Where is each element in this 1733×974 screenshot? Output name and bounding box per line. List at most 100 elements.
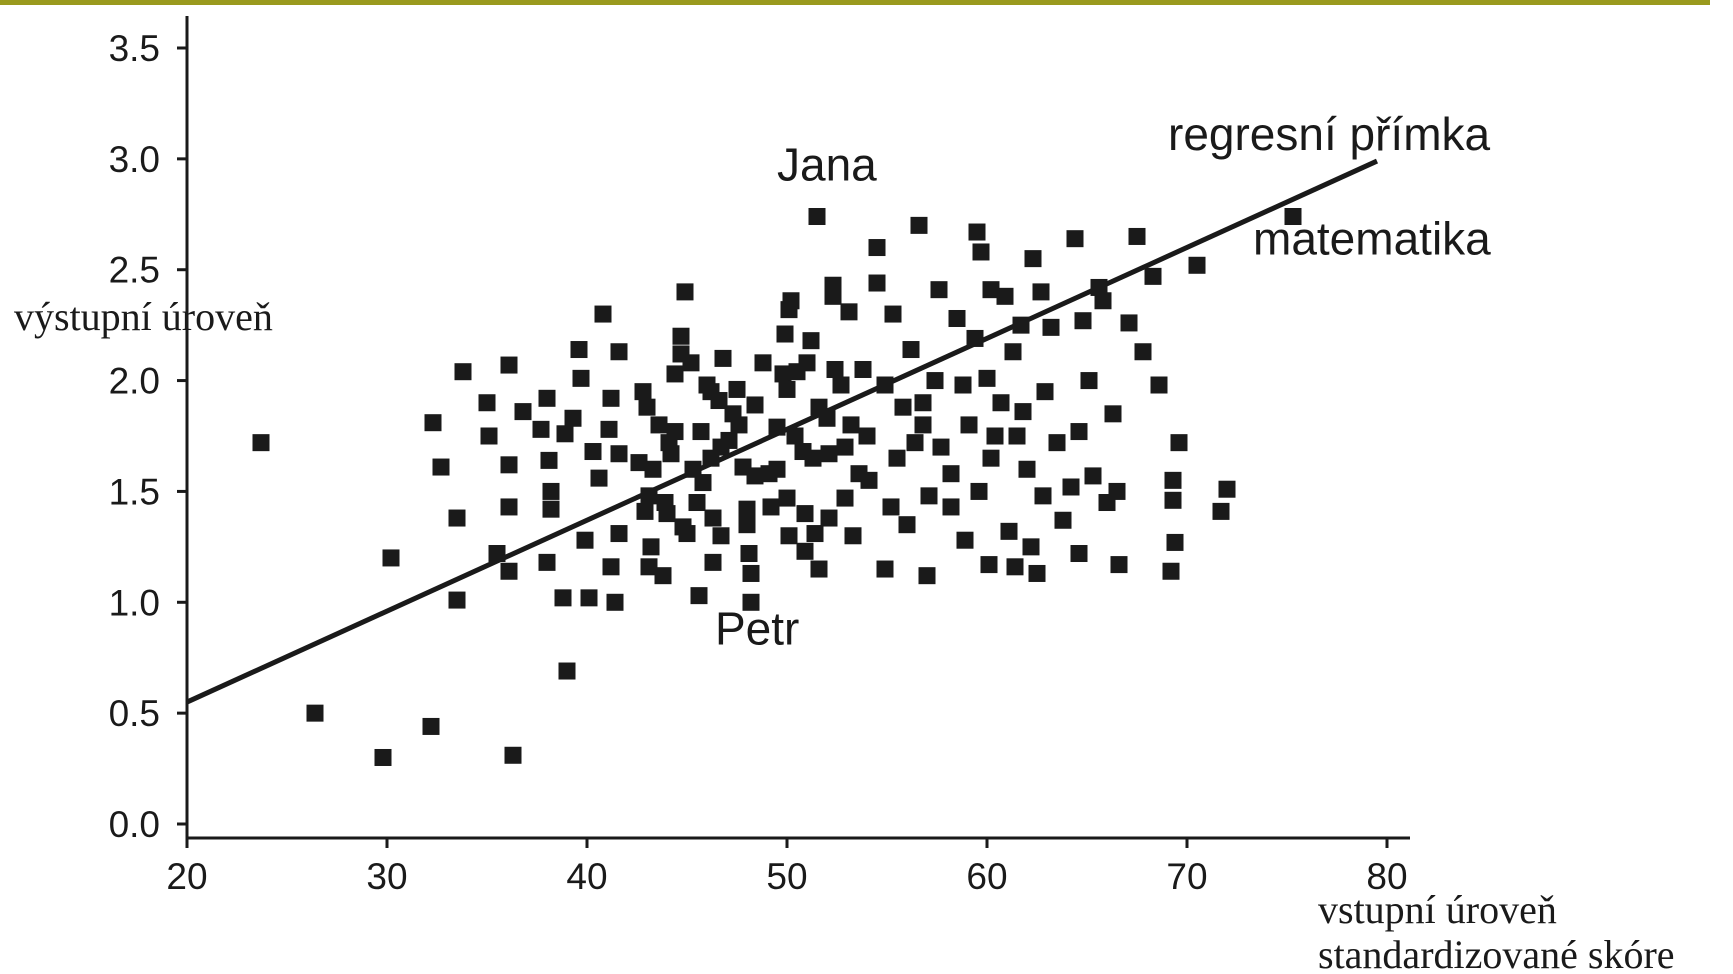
data-point bbox=[806, 525, 824, 543]
x-tick-label: 60 bbox=[966, 856, 1007, 897]
data-point bbox=[948, 309, 966, 327]
data-point bbox=[424, 414, 442, 432]
data-point bbox=[1170, 434, 1188, 452]
data-point bbox=[754, 354, 772, 372]
data-point bbox=[684, 460, 702, 478]
data-point bbox=[746, 396, 764, 414]
data-point bbox=[1000, 522, 1018, 540]
y-ticks: 0.0 0.5 1.0 1.5 2.0 2.5 3.0 3.5 bbox=[109, 28, 187, 845]
x-tick-label: 30 bbox=[366, 856, 407, 897]
data-point bbox=[844, 527, 862, 545]
annotation-matematika: matematika bbox=[1253, 213, 1491, 265]
data-point bbox=[968, 223, 986, 241]
data-point bbox=[868, 274, 886, 292]
data-point bbox=[820, 509, 838, 527]
data-point bbox=[606, 593, 624, 611]
data-point bbox=[488, 545, 506, 563]
data-point bbox=[1218, 480, 1236, 498]
data-point bbox=[1188, 256, 1206, 274]
y-tick-label: 0.5 bbox=[109, 693, 160, 734]
y-tick-label: 2.5 bbox=[109, 250, 160, 291]
data-point bbox=[914, 394, 932, 412]
data-point bbox=[654, 567, 672, 585]
data-point bbox=[576, 531, 594, 549]
data-point bbox=[1032, 283, 1050, 301]
data-point bbox=[1004, 343, 1022, 361]
data-point bbox=[1120, 314, 1138, 332]
data-point bbox=[786, 427, 804, 445]
data-point bbox=[480, 427, 498, 445]
data-point bbox=[252, 434, 270, 452]
data-point bbox=[602, 389, 620, 407]
data-point bbox=[704, 509, 722, 527]
data-point bbox=[1062, 478, 1080, 496]
y-tick-label: 1.0 bbox=[109, 582, 160, 623]
data-point bbox=[1070, 423, 1088, 441]
x-tick-label: 50 bbox=[766, 856, 807, 897]
data-point bbox=[798, 354, 816, 372]
data-point bbox=[1150, 376, 1168, 394]
data-point bbox=[926, 372, 944, 390]
data-point bbox=[630, 454, 648, 472]
data-point bbox=[572, 369, 590, 387]
data-point bbox=[780, 527, 798, 545]
data-point bbox=[836, 438, 854, 456]
data-point bbox=[1014, 403, 1032, 421]
data-point bbox=[836, 489, 854, 507]
data-point bbox=[650, 416, 668, 434]
annotations: Jana Petr matematika bbox=[715, 139, 1491, 655]
data-point bbox=[1012, 316, 1030, 334]
data-point bbox=[688, 494, 706, 512]
data-point bbox=[818, 409, 836, 427]
data-point bbox=[776, 325, 794, 343]
data-point bbox=[1084, 467, 1102, 485]
regression-line-label: regresní přímka bbox=[1168, 108, 1491, 160]
data-point bbox=[640, 558, 658, 576]
data-point bbox=[1212, 502, 1230, 520]
data-point bbox=[960, 416, 978, 434]
data-point bbox=[638, 398, 656, 416]
data-point bbox=[1164, 491, 1182, 509]
data-point bbox=[1036, 383, 1054, 401]
data-point bbox=[594, 305, 612, 323]
data-point bbox=[992, 394, 1010, 412]
data-point bbox=[740, 545, 758, 563]
data-point bbox=[1166, 533, 1184, 551]
data-point bbox=[1024, 250, 1042, 268]
data-point bbox=[712, 527, 730, 545]
data-point bbox=[956, 531, 974, 549]
data-point bbox=[676, 283, 694, 301]
annotation-jana: Jana bbox=[777, 139, 877, 191]
axes bbox=[185, 16, 1410, 840]
data-point bbox=[796, 505, 814, 523]
x-tick-label: 20 bbox=[166, 856, 207, 897]
data-point bbox=[1048, 434, 1066, 452]
data-point bbox=[644, 460, 662, 478]
data-point bbox=[666, 365, 684, 383]
data-point bbox=[1134, 343, 1152, 361]
data-point bbox=[910, 216, 928, 234]
data-point bbox=[730, 416, 748, 434]
data-point bbox=[454, 363, 472, 381]
data-point bbox=[804, 449, 822, 467]
data-point bbox=[954, 376, 972, 394]
data-point bbox=[920, 487, 938, 505]
data-point bbox=[902, 341, 920, 359]
data-point bbox=[710, 392, 728, 410]
data-point bbox=[972, 243, 990, 261]
data-point bbox=[978, 369, 996, 387]
data-point bbox=[898, 516, 916, 534]
data-point bbox=[690, 587, 708, 605]
data-point bbox=[876, 376, 894, 394]
data-point bbox=[500, 456, 518, 474]
data-point bbox=[306, 704, 324, 722]
data-point bbox=[448, 591, 466, 609]
y-tick-label: 3.5 bbox=[109, 28, 160, 69]
data-point bbox=[802, 332, 820, 350]
data-point bbox=[888, 449, 906, 467]
data-point bbox=[602, 558, 620, 576]
data-point bbox=[1070, 545, 1088, 563]
data-point bbox=[868, 239, 886, 257]
y-tick-label: 3.0 bbox=[109, 139, 160, 180]
